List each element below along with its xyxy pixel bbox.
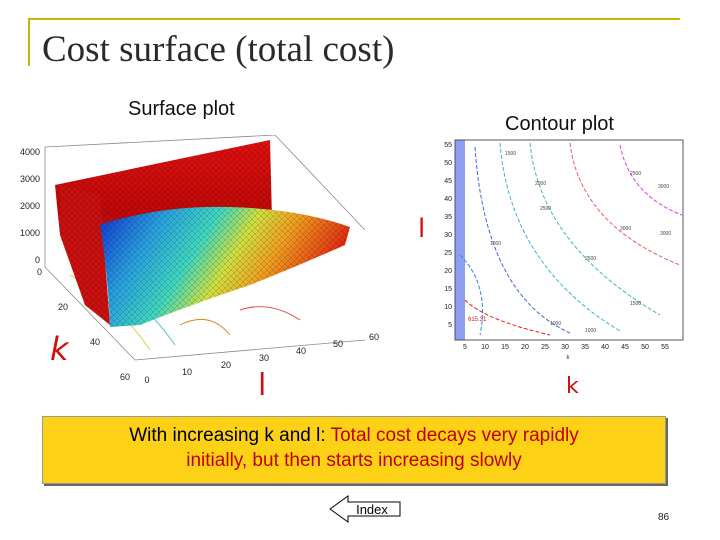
index-button[interactable]: Index xyxy=(328,494,404,524)
title-rule-left xyxy=(28,18,30,66)
k-tick: 60 xyxy=(369,332,379,342)
contour-x-tick: 20 xyxy=(521,344,529,351)
l-tick: 20 xyxy=(58,302,68,312)
z-tick: 2000 xyxy=(20,201,40,211)
l-tick: 60 xyxy=(120,372,130,382)
contour-x-tick: 5 xyxy=(463,344,467,351)
contour-y-tick: 25 xyxy=(444,250,452,257)
contour-label: 2500 xyxy=(630,171,641,177)
surface-axes xyxy=(44,135,366,361)
contour-y-tick: 35 xyxy=(444,214,452,221)
surface-plot: 4000 3000 2000 1000 0 0 20 40 60 0 10 20… xyxy=(20,135,379,385)
contour-y-tick: 55 xyxy=(444,142,452,149)
contour-x-tick: 30 xyxy=(561,344,569,351)
contour-y-tick: 45 xyxy=(444,178,452,185)
contour-y-tick: 10 xyxy=(444,304,452,311)
contour-min-label: 615.31 xyxy=(468,317,487,323)
l-tick: 0 xyxy=(37,267,42,277)
contour-plot: 55 50 45 40 35 30 25 20 15 10 5 5 10 15 … xyxy=(444,139,684,361)
index-button-label: Index xyxy=(356,502,388,517)
contour-lines xyxy=(459,142,683,336)
contour-label: 3000 xyxy=(658,184,669,190)
contour-x-tick: 45 xyxy=(621,344,629,351)
contour-x-tick: 50 xyxy=(641,344,649,351)
callout-text-line2: initially, but then starts increasing sl… xyxy=(186,450,522,471)
contour-x-tick: 55 xyxy=(661,344,669,351)
contour-y-tick: 30 xyxy=(444,232,452,239)
title-rule-top xyxy=(28,18,680,20)
contour-label: 2000 xyxy=(535,181,546,187)
contour-label: 3000 xyxy=(620,226,631,232)
contour-label: 3000 xyxy=(660,231,671,237)
contour-x-tick: 40 xyxy=(601,344,609,351)
contour-y-tick: 50 xyxy=(444,160,452,167)
z-tick: 3000 xyxy=(20,174,40,184)
k-tick: 30 xyxy=(259,353,269,363)
annotation-k-contour: k xyxy=(566,374,579,399)
k-tick: 0 xyxy=(144,375,149,385)
annotation-l-contour: l xyxy=(418,214,426,244)
contour-label: 2500 xyxy=(585,256,596,262)
k-tick: 20 xyxy=(221,360,231,370)
k-tick: 50 xyxy=(333,339,343,349)
contour-x-label: k xyxy=(567,355,571,361)
contour-label: 1500 xyxy=(630,301,641,307)
contour-x-tick: 25 xyxy=(541,344,549,351)
callout-text-part1: With increasing k and l: xyxy=(129,425,331,446)
slide-title: Cost surface (total cost) xyxy=(42,29,395,70)
contour-plot-caption: Contour plot xyxy=(505,113,614,135)
page-number: 86 xyxy=(658,512,670,523)
callout-box: With increasing k and l: Total cost deca… xyxy=(42,416,666,484)
contour-y-tick: 5 xyxy=(448,322,452,329)
contour-x-tick: 10 xyxy=(481,344,489,351)
callout-text-part2: Total cost decays very rapidly xyxy=(330,425,579,446)
k-tick: 10 xyxy=(182,367,192,377)
contour-label: 1500 xyxy=(505,151,516,157)
contour-label: 1000 xyxy=(490,241,501,247)
z-tick: 0 xyxy=(35,255,40,265)
l-tick: 40 xyxy=(90,337,100,347)
contour-y-tick: 20 xyxy=(444,268,452,275)
contour-x-tick: 15 xyxy=(501,344,509,351)
annotation-l-bottom: l xyxy=(258,368,267,403)
contour-y-tick: 15 xyxy=(444,286,452,293)
contour-label: 2500 xyxy=(540,206,551,212)
contour-x-tick: 35 xyxy=(581,344,589,351)
surface-plot-caption: Surface plot xyxy=(128,98,235,120)
k-tick: 40 xyxy=(296,346,306,356)
z-tick: 4000 xyxy=(20,147,40,157)
z-tick: 1000 xyxy=(20,228,40,238)
contour-y-tick: 40 xyxy=(444,196,452,203)
annotation-k-left: k xyxy=(50,330,69,368)
contour-label: 1000 xyxy=(550,321,561,327)
contour-label: 1000 xyxy=(585,328,596,334)
